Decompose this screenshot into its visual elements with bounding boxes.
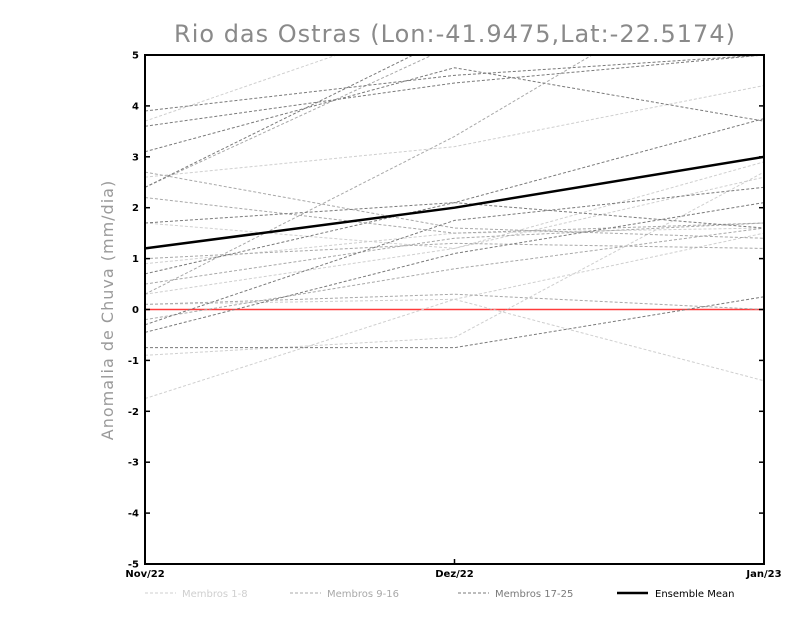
member-line-12 xyxy=(145,242,764,260)
member-line-20 xyxy=(145,55,415,188)
x-tick-label: Jan/23 xyxy=(745,569,781,580)
member-line-24 xyxy=(145,202,764,333)
member-line-5 xyxy=(145,176,764,295)
member-line-25 xyxy=(145,296,764,349)
legend-label-g3: Membros 17-25 xyxy=(495,589,573,600)
member-line-23 xyxy=(145,186,764,326)
x-tick-label: Dez/22 xyxy=(435,569,474,580)
member-line-17 xyxy=(145,55,764,112)
ensemble-mean-line xyxy=(145,155,764,250)
legend: Membros 1-8 Membros 9-16 Membros 17-25 Ense… xyxy=(145,589,734,600)
member-line-22 xyxy=(145,118,764,275)
member-line-16 xyxy=(145,222,764,285)
y-tick-label: 5 xyxy=(132,51,139,62)
member-line-13 xyxy=(145,55,594,295)
legend-label-g2: Membros 9-16 xyxy=(327,589,399,600)
member-line-8 xyxy=(145,232,764,400)
member-line-1 xyxy=(145,55,339,122)
series-layer xyxy=(145,55,764,400)
member-line-6 xyxy=(145,298,764,382)
member-line-19 xyxy=(145,67,764,153)
member-line-14 xyxy=(145,227,764,321)
y-tick-label: -4 xyxy=(128,509,139,520)
member-line-2 xyxy=(145,85,764,178)
chart-title: Rio das Ostras (Lon:-41.9475,Lat:-22.517… xyxy=(174,20,736,48)
y-tick-label: -3 xyxy=(128,458,139,469)
member-line-15 xyxy=(145,293,764,310)
y-axis-label: Anomalia de Chuva (mm/dia) xyxy=(98,180,117,440)
y-tick-label: 1 xyxy=(132,254,139,265)
x-tick-label: Nov/22 xyxy=(125,569,164,580)
member-line-7 xyxy=(145,171,764,356)
y-tick-label: -2 xyxy=(128,407,139,418)
y-tick-label: 2 xyxy=(132,203,139,214)
y-tick-label: 4 xyxy=(132,101,139,112)
legend-label-g1: Membros 1-8 xyxy=(182,589,248,600)
y-tick-label: 3 xyxy=(132,152,139,163)
y-tick-label: -5 xyxy=(128,560,139,571)
member-line-18 xyxy=(145,55,764,127)
member-line-10 xyxy=(145,171,764,239)
member-line-21 xyxy=(145,202,764,229)
y-tick-label: 0 xyxy=(132,305,139,316)
legend-label-mean: Ensemble Mean xyxy=(655,589,734,600)
axis-layer: -5 -4 -3 -2 -1 0 1 2 3 4 5 Nov/22 Dez/22 Jan/23 xyxy=(125,51,781,581)
y-tick-label: -1 xyxy=(128,356,139,367)
member-line-11 xyxy=(145,197,764,234)
